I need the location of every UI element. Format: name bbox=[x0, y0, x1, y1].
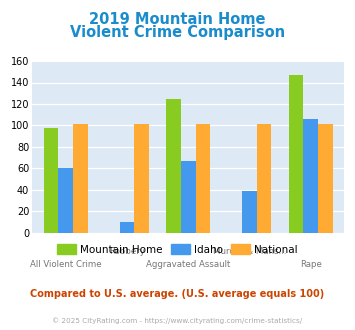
Text: © 2025 CityRating.com - https://www.cityrating.com/crime-statistics/: © 2025 CityRating.com - https://www.city… bbox=[53, 317, 302, 324]
Bar bbox=[257, 124, 272, 233]
Text: Compared to U.S. average. (U.S. average equals 100): Compared to U.S. average. (U.S. average … bbox=[31, 289, 324, 299]
Bar bbox=[242, 191, 257, 233]
Text: Robbery: Robbery bbox=[109, 247, 145, 255]
Bar bbox=[44, 128, 58, 233]
Bar bbox=[58, 168, 73, 233]
Bar bbox=[181, 161, 196, 233]
Bar bbox=[303, 119, 318, 233]
Bar bbox=[73, 124, 88, 233]
Text: Aggravated Assault: Aggravated Assault bbox=[146, 260, 230, 269]
Bar bbox=[120, 222, 134, 233]
Bar bbox=[318, 124, 333, 233]
Bar bbox=[166, 99, 181, 233]
Text: Violent Crime Comparison: Violent Crime Comparison bbox=[70, 25, 285, 40]
Bar bbox=[289, 75, 303, 233]
Text: Rape: Rape bbox=[300, 260, 322, 269]
Text: 2019 Mountain Home: 2019 Mountain Home bbox=[89, 12, 266, 26]
Legend: Mountain Home, Idaho, National: Mountain Home, Idaho, National bbox=[53, 240, 302, 259]
Text: All Violent Crime: All Violent Crime bbox=[30, 260, 102, 269]
Text: Murder & Mans...: Murder & Mans... bbox=[213, 247, 286, 255]
Bar bbox=[196, 124, 210, 233]
Bar bbox=[134, 124, 149, 233]
